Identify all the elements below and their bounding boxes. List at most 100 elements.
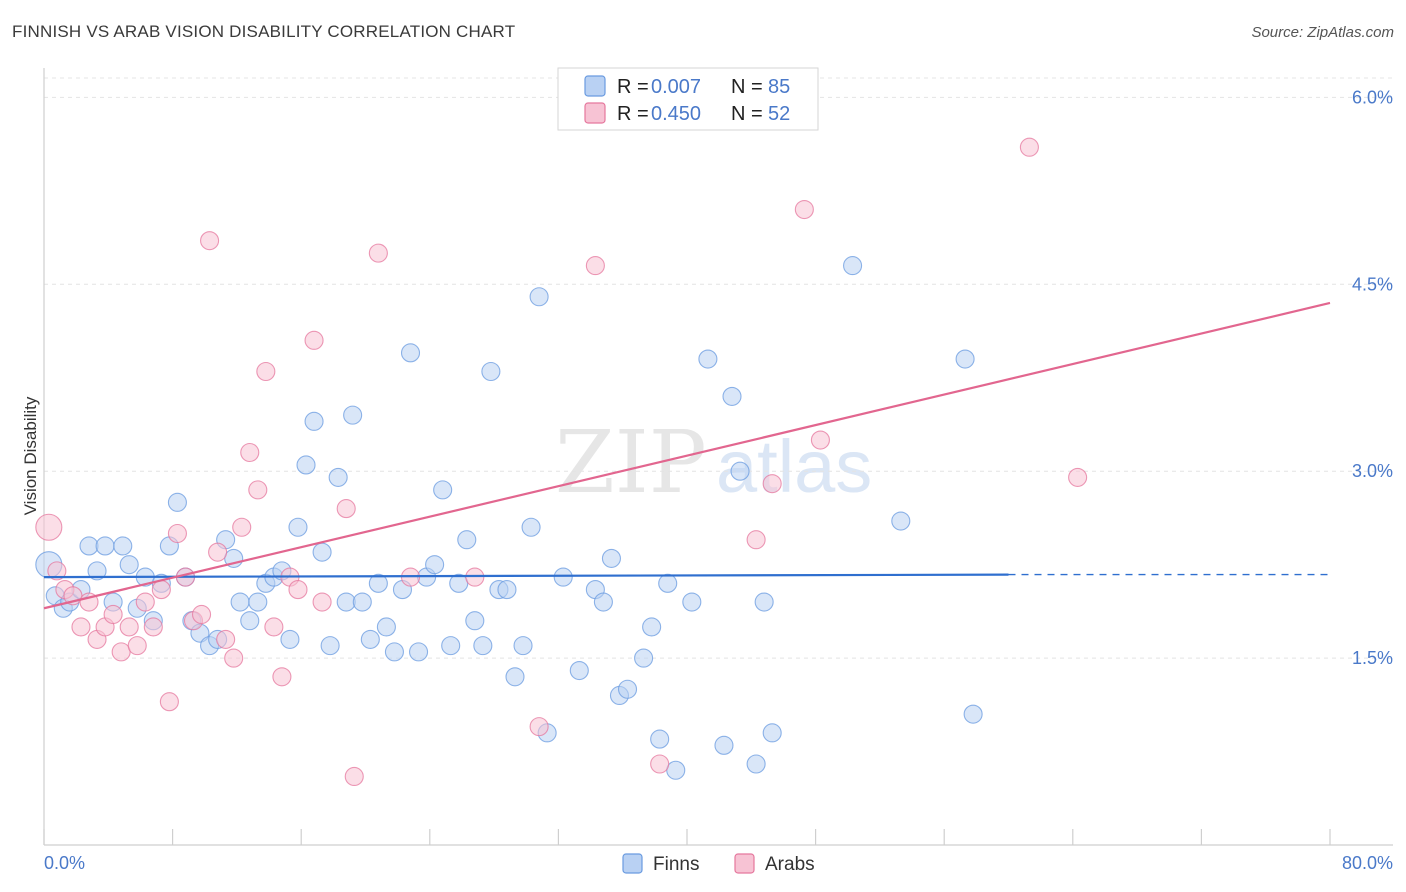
finns-point — [119, 555, 139, 575]
arabs-point — [810, 430, 830, 450]
arabs-point — [272, 667, 292, 687]
source-label: Source: ZipAtlas.com — [1251, 24, 1394, 41]
finns-point — [328, 467, 348, 487]
legend-arabs-r-label: R = — [617, 103, 649, 125]
finns-point — [634, 648, 654, 668]
finns-point — [433, 480, 453, 500]
finns-point — [955, 349, 975, 369]
finns-point — [79, 536, 99, 556]
finns-point — [248, 592, 268, 612]
arabs-point — [746, 530, 766, 550]
gridlines — [44, 77, 1393, 659]
finns-point — [569, 661, 589, 681]
arabs-point — [1068, 467, 1088, 487]
arabs-point — [288, 580, 308, 600]
finns-point — [465, 611, 485, 631]
finns-point — [746, 754, 766, 774]
arabs-point — [216, 629, 236, 649]
y-tick-label-1: 3.0% — [1352, 461, 1393, 481]
arabs-point — [35, 513, 63, 541]
finns-point — [505, 667, 525, 687]
bottom-legend: Finns Arabs — [622, 853, 815, 875]
finns-trend-line — [43, 573, 1009, 579]
finns-point — [593, 592, 613, 612]
arabs-point — [224, 648, 244, 668]
y-tick-label-3: 6.0% — [1352, 87, 1393, 107]
finns-point — [601, 548, 621, 568]
finns-point — [408, 642, 429, 662]
arabs-point — [47, 561, 67, 581]
y-tick-labels: 1.5% 3.0% 4.5% 6.0% — [1352, 87, 1393, 668]
y-tick-label-0: 1.5% — [1352, 648, 1393, 668]
finns-point — [336, 592, 356, 612]
arabs-point — [1019, 137, 1039, 157]
finns-point — [368, 573, 388, 593]
arabs-point — [304, 330, 324, 350]
finns-point — [843, 256, 863, 276]
finns-point — [963, 704, 983, 724]
finns-point — [529, 287, 549, 307]
legend-arabs-n-label: N = — [731, 103, 763, 125]
arabs-point — [585, 256, 605, 276]
legend-finns-r-value: 0.007 — [651, 76, 701, 98]
finns-point — [722, 386, 742, 406]
finns-point — [553, 567, 573, 587]
arabs-point — [336, 499, 356, 519]
legend-arabs-r-value: 0.450 — [651, 103, 701, 125]
arabs-point — [232, 517, 252, 537]
bottom-legend-finns-label: Finns — [653, 854, 699, 875]
arabs-point — [111, 642, 131, 662]
finns-point — [730, 461, 750, 481]
arabs-point — [159, 692, 179, 712]
finns-point — [481, 361, 501, 382]
finns-point — [617, 679, 638, 699]
arabs-point — [167, 523, 187, 544]
x-tick-label-min: 0.0% — [44, 853, 85, 873]
arabs-point — [151, 580, 171, 600]
legend-finns-n-label: N = — [731, 76, 763, 98]
legend-arabs-n-value: 52 — [768, 103, 790, 125]
finns-point — [95, 536, 115, 556]
finns-point — [762, 723, 782, 743]
axes — [43, 68, 1393, 846]
bottom-legend-finns-swatch — [622, 853, 643, 874]
arabs-point — [119, 617, 139, 637]
y-axis-title: Vision Disability — [21, 396, 40, 515]
arabs-point — [191, 604, 212, 625]
finns-point — [240, 611, 260, 631]
finns-point — [280, 629, 300, 649]
finns-point — [682, 592, 702, 612]
arabs-point — [256, 361, 276, 382]
arabs-point — [127, 636, 147, 656]
arabs-point — [529, 717, 549, 737]
legend-arabs-swatch — [584, 102, 606, 124]
finns-point — [376, 617, 396, 637]
finns-point — [698, 349, 718, 369]
chart-title: FINNISH VS ARAB VISION DISABILITY CORREL… — [12, 22, 516, 41]
finns-point — [754, 592, 774, 612]
arabs-point — [650, 754, 670, 774]
legend-finns-n-value: 85 — [768, 76, 790, 98]
finns-point — [113, 536, 133, 556]
arabs-point — [200, 231, 220, 251]
finns-point — [425, 555, 445, 575]
arabs-point — [143, 617, 163, 637]
finns-point — [497, 580, 517, 600]
arabs-point — [248, 480, 268, 500]
finns-point — [441, 636, 461, 656]
finns-point — [288, 517, 308, 537]
finns-point — [343, 405, 363, 425]
trend-lines — [43, 301, 1331, 610]
finns-point — [714, 735, 734, 755]
watermark-zip: ZIP — [555, 413, 707, 513]
arabs-trend-line — [43, 301, 1331, 610]
finns-point — [304, 411, 324, 431]
finns-point — [521, 517, 541, 537]
finns-point — [230, 592, 250, 612]
legend-finns-swatch — [584, 75, 606, 97]
finns-point — [650, 729, 670, 749]
x-tick-label-max: 80.0% — [1342, 853, 1393, 873]
finns-point — [360, 629, 380, 649]
arabs-point — [312, 592, 332, 612]
